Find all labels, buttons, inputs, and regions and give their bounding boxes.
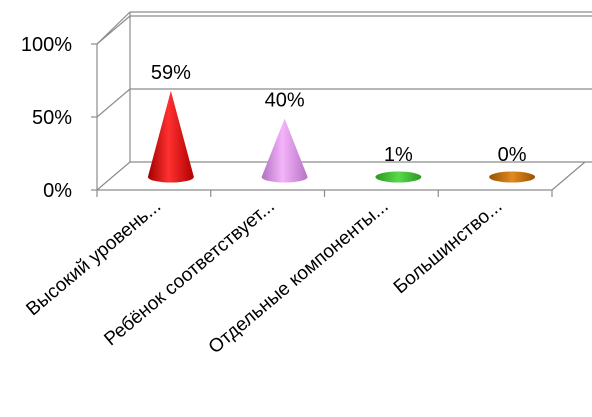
- cone-series: [147, 90, 536, 183]
- y-tick-label: 50%: [32, 107, 72, 129]
- y-tick-label: 100%: [21, 34, 72, 56]
- category-labels: Высокий уровень...Ребёнок соответствует.…: [22, 196, 506, 358]
- data-label: 1%: [384, 144, 413, 166]
- category-label: Большинство...: [390, 196, 506, 299]
- category-label: Отдельные компоненты...: [205, 196, 393, 358]
- cone-body: [147, 90, 194, 183]
- data-labels: 59% 40% 1% 0%: [151, 62, 527, 166]
- data-label: 0%: [498, 144, 527, 166]
- cone-base: [489, 171, 536, 183]
- cone-bar: [489, 171, 536, 183]
- value-axis-ticks: 0% 50% 100%: [21, 34, 97, 202]
- gridline-side: [96, 88, 131, 118]
- category-axis-ticks: [96, 190, 553, 197]
- cone-base: [375, 171, 422, 183]
- gridline-side: [96, 161, 131, 191]
- gridline-side: [96, 15, 131, 45]
- data-label: 59%: [151, 62, 191, 84]
- cone-bar: [375, 171, 422, 183]
- cone-bar: [147, 90, 194, 183]
- gridlines: [96, 15, 592, 191]
- data-label: 40%: [265, 90, 305, 112]
- y-tick-label: 0%: [43, 180, 72, 202]
- cone-body: [261, 118, 308, 183]
- floor-right-edge: [551, 161, 586, 191]
- cone-bar: [261, 118, 308, 183]
